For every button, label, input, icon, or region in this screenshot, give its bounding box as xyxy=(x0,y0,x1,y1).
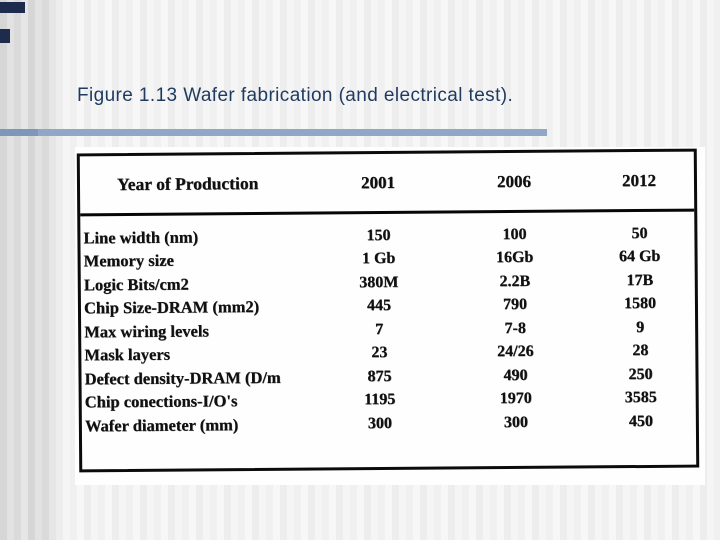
row-label: Chip conections-I/O's xyxy=(84,391,238,412)
row-label: Chip Size-DRAM (mm2) xyxy=(83,297,260,318)
cell-value: 445 xyxy=(366,297,392,315)
cell-value: 64 Gb xyxy=(618,248,661,266)
cell-value: 28 xyxy=(632,342,649,360)
left-stripe-band xyxy=(0,0,56,540)
cell-value: 1 Gb xyxy=(361,250,396,268)
cell-value: 150 xyxy=(366,226,391,244)
cell-value: 790 xyxy=(502,296,528,314)
cell-value: 3585 xyxy=(624,389,657,407)
cell-value: 50 xyxy=(631,224,648,242)
figure-scan-image: Year of Production 2001 2006 2012 Line w… xyxy=(75,147,705,485)
row-label: Wafer diameter (mm) xyxy=(84,414,239,436)
cell-value: 450 xyxy=(628,412,653,430)
cell-value: 7-8 xyxy=(504,319,526,337)
row-label: Mask layers xyxy=(84,344,171,365)
row-label: Line width (nm) xyxy=(83,227,199,248)
cell-value: 100 xyxy=(502,225,527,243)
row-label: Defect density-DRAM (D/m xyxy=(84,367,281,389)
cell-value: 9 xyxy=(636,318,645,336)
slide-title: Figure 1.13 Wafer fabrication (and elect… xyxy=(77,85,514,106)
header-year-of-production: Year of Production xyxy=(116,173,259,195)
cell-value: 1580 xyxy=(623,295,657,313)
cell-value: 17B xyxy=(626,271,654,289)
corner-square-large xyxy=(0,2,25,13)
corner-square-small xyxy=(0,29,10,43)
cell-value: 1195 xyxy=(364,391,396,409)
header-2012: 2012 xyxy=(621,170,657,190)
row-label: Memory size xyxy=(83,250,174,271)
header-2001: 2001 xyxy=(360,172,396,192)
cell-value: 1970 xyxy=(499,390,532,408)
title-underline-rule xyxy=(0,129,547,136)
cell-value: 300 xyxy=(503,413,528,431)
table-row-wafer-diameter: Wafer diameter (mm) 300 300 450 xyxy=(82,410,696,438)
cell-value: 300 xyxy=(367,414,392,432)
table-header-row: Year of Production 2001 2006 2012 xyxy=(79,151,695,217)
table-body: Line width (nm) 150 100 50 Memory size 1… xyxy=(80,212,696,438)
cell-value: 490 xyxy=(503,366,528,384)
cell-value: 2.2B xyxy=(499,272,531,290)
cell-value: 7 xyxy=(375,320,384,338)
header-2006: 2006 xyxy=(496,171,532,191)
cell-value: 380M xyxy=(359,273,399,291)
wafer-fabrication-table: Year of Production 2001 2006 2012 Line w… xyxy=(76,148,700,473)
cell-value: 23 xyxy=(371,344,388,362)
row-label: Max wiring levels xyxy=(84,321,209,342)
cell-value: 24/26 xyxy=(497,343,534,361)
cell-value: 16Gb xyxy=(495,249,534,267)
cell-value: 250 xyxy=(628,365,653,383)
row-label: Logic Bits/cm2 xyxy=(83,274,189,295)
cell-value: 875 xyxy=(367,367,392,385)
